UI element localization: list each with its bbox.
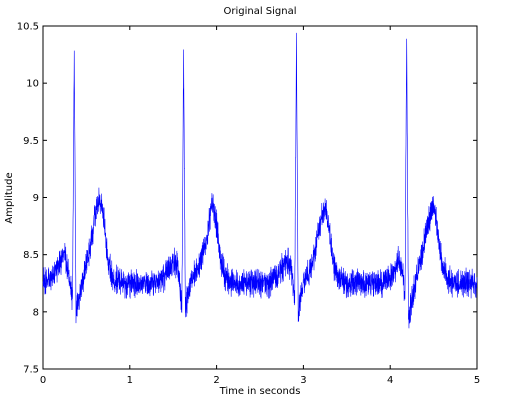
signal-line bbox=[42, 32, 478, 329]
y-tick-label: 8 bbox=[33, 307, 39, 318]
x-tick-label: 5 bbox=[474, 375, 480, 386]
x-tick-label: 2 bbox=[213, 375, 219, 386]
x-tick-label: 1 bbox=[127, 375, 133, 386]
y-tick-label: 9.5 bbox=[23, 136, 39, 147]
signal-group bbox=[42, 32, 478, 329]
y-tick-label: 7.5 bbox=[23, 365, 39, 376]
plot-frame bbox=[42, 25, 478, 370]
x-tick-label: 0 bbox=[40, 375, 46, 386]
y-tick-label: 10 bbox=[26, 79, 39, 90]
x-tick-label: 4 bbox=[387, 375, 393, 386]
y-tick-label: 10.5 bbox=[17, 22, 39, 33]
chart-title: Original Signal bbox=[223, 6, 296, 17]
y-tick-label: 9 bbox=[33, 193, 39, 204]
y-axis: 7.5 8 8.5 9 9.5 10 10.5 bbox=[17, 22, 477, 376]
x-axis: 0 1 2 3 4 5 bbox=[40, 26, 480, 386]
x-tick-label: 3 bbox=[300, 375, 306, 386]
y-axis-label: Amplitude bbox=[4, 172, 15, 223]
y-tick-label: 8.5 bbox=[23, 250, 39, 261]
x-axis-label: Time in seconds bbox=[219, 386, 301, 397]
